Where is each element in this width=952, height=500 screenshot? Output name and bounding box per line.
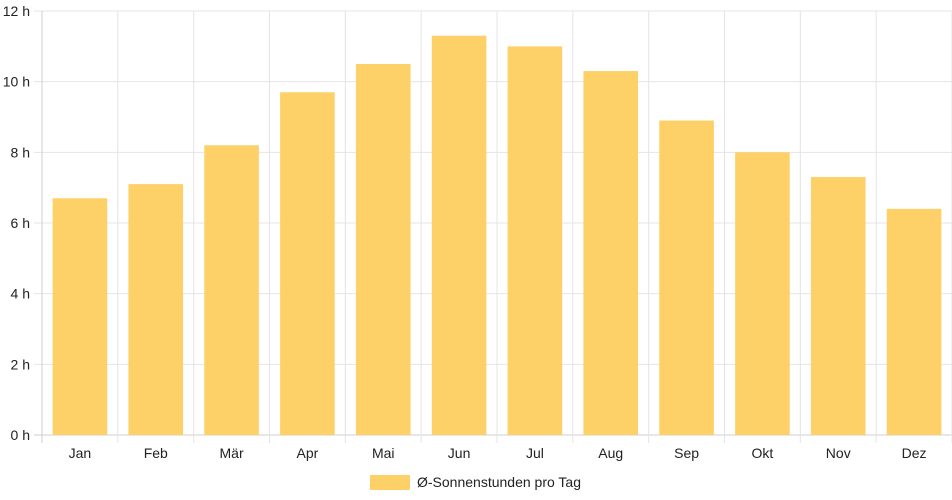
- legend-swatch[interactable]: [370, 475, 410, 490]
- x-tick-label: Okt: [752, 445, 774, 461]
- y-tick-label: 2 h: [11, 356, 30, 372]
- y-tick-label: 10 h: [3, 74, 30, 90]
- x-tick-label: Jul: [526, 445, 544, 461]
- x-tick-label: Nov: [826, 445, 851, 461]
- bar-jan[interactable]: [52, 198, 108, 435]
- bar-apr[interactable]: [280, 92, 335, 436]
- bar-jun[interactable]: [431, 35, 487, 435]
- y-tick-label: 4 h: [11, 286, 30, 302]
- bar-dez[interactable]: [886, 208, 942, 435]
- axis-layer: 0 h 2 h 4 h 6 h 8 h 10 h 12 h Jan Feb Mär Apr Mai Ju…: [3, 3, 927, 461]
- x-tick-label: Apr: [297, 445, 319, 461]
- grid-layer: [34, 10, 952, 443]
- x-tick-label: Sep: [674, 445, 699, 461]
- bar-mär[interactable]: [204, 145, 259, 435]
- bar-okt[interactable]: [735, 152, 790, 436]
- legend[interactable]: Ø-Sonnenstunden pro Tag: [370, 474, 581, 490]
- x-tick-label: Jan: [69, 445, 92, 461]
- x-tick-label: Mai: [372, 445, 395, 461]
- x-tick-label: Mär: [220, 445, 244, 461]
- bar-sep[interactable]: [659, 120, 714, 436]
- y-tick-label: 12 h: [3, 3, 30, 19]
- bar-mai[interactable]: [355, 64, 411, 435]
- x-tick-label: Jun: [448, 445, 471, 461]
- bars-layer: [52, 35, 942, 436]
- x-tick-label: Aug: [598, 445, 623, 461]
- y-tick-label: 0 h: [11, 427, 30, 443]
- bar-jul[interactable]: [507, 46, 563, 435]
- bar-nov[interactable]: [810, 177, 866, 436]
- bar-feb[interactable]: [128, 184, 184, 435]
- y-tick-label: 8 h: [11, 144, 30, 160]
- x-tick-label: Dez: [902, 445, 927, 461]
- x-tick-label: Feb: [144, 445, 168, 461]
- legend-label[interactable]: Ø-Sonnenstunden pro Tag: [417, 474, 581, 490]
- y-tick-label: 6 h: [11, 215, 30, 231]
- bar-aug[interactable]: [583, 71, 639, 436]
